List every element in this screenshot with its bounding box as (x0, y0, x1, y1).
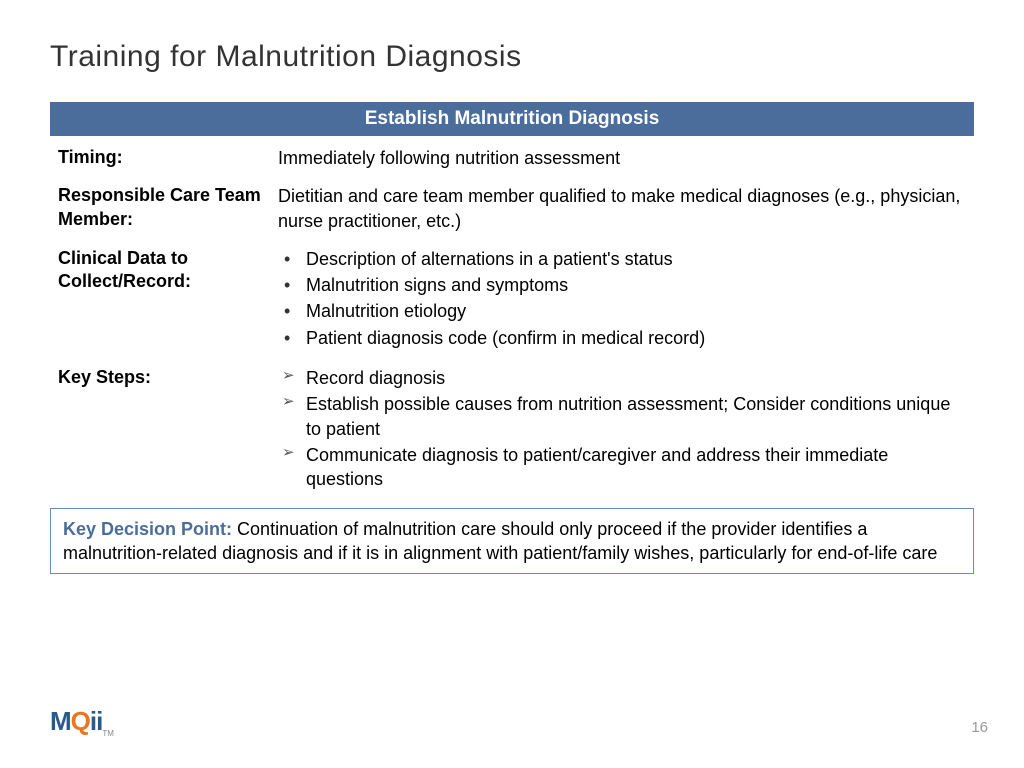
row-keysteps: Key Steps: Record diagnosis Establish po… (50, 366, 974, 493)
list-item: Record diagnosis (278, 366, 966, 390)
timing-value: Immediately following nutrition assessme… (278, 146, 966, 170)
page-title: Training for Malnutrition Diagnosis (50, 40, 974, 74)
table-header: Establish Malnutrition Diagnosis (50, 102, 974, 136)
logo-m: M (50, 706, 71, 736)
keysteps-value: Record diagnosis Establish possible caus… (278, 366, 966, 493)
row-responsible: Responsible Care Team Member: Dietitian … (50, 184, 974, 233)
list-item: Patient diagnosis code (confirm in medic… (278, 326, 966, 350)
timing-label: Timing: (58, 146, 278, 170)
keysteps-label: Key Steps: (58, 366, 278, 493)
logo-tm: TM (102, 729, 114, 738)
clinical-value: Description of alternations in a patient… (278, 247, 966, 352)
list-item: Malnutrition etiology (278, 299, 966, 323)
list-item: Establish possible causes from nutrition… (278, 392, 966, 441)
list-item: Communicate diagnosis to patient/caregiv… (278, 443, 966, 492)
list-item: Malnutrition signs and symptoms (278, 273, 966, 297)
decision-label: Key Decision Point: (63, 519, 237, 539)
clinical-label: Clinical Data to Collect/Record: (58, 247, 278, 352)
clinical-list: Description of alternations in a patient… (278, 247, 966, 350)
logo-ii: ii (90, 706, 102, 736)
decision-box: Key Decision Point: Continuation of maln… (50, 508, 974, 575)
keysteps-list: Record diagnosis Establish possible caus… (278, 366, 966, 491)
logo: MQiiTM (50, 706, 114, 738)
logo-q: Q (71, 706, 90, 736)
list-item: Description of alternations in a patient… (278, 247, 966, 271)
responsible-value: Dietitian and care team member qualified… (278, 184, 966, 233)
page-number: 16 (971, 719, 988, 736)
responsible-label: Responsible Care Team Member: (58, 184, 278, 233)
row-clinical: Clinical Data to Collect/Record: Descrip… (50, 247, 974, 352)
row-timing: Timing: Immediately following nutrition … (50, 146, 974, 170)
slide: Training for Malnutrition Diagnosis Esta… (0, 0, 1024, 594)
